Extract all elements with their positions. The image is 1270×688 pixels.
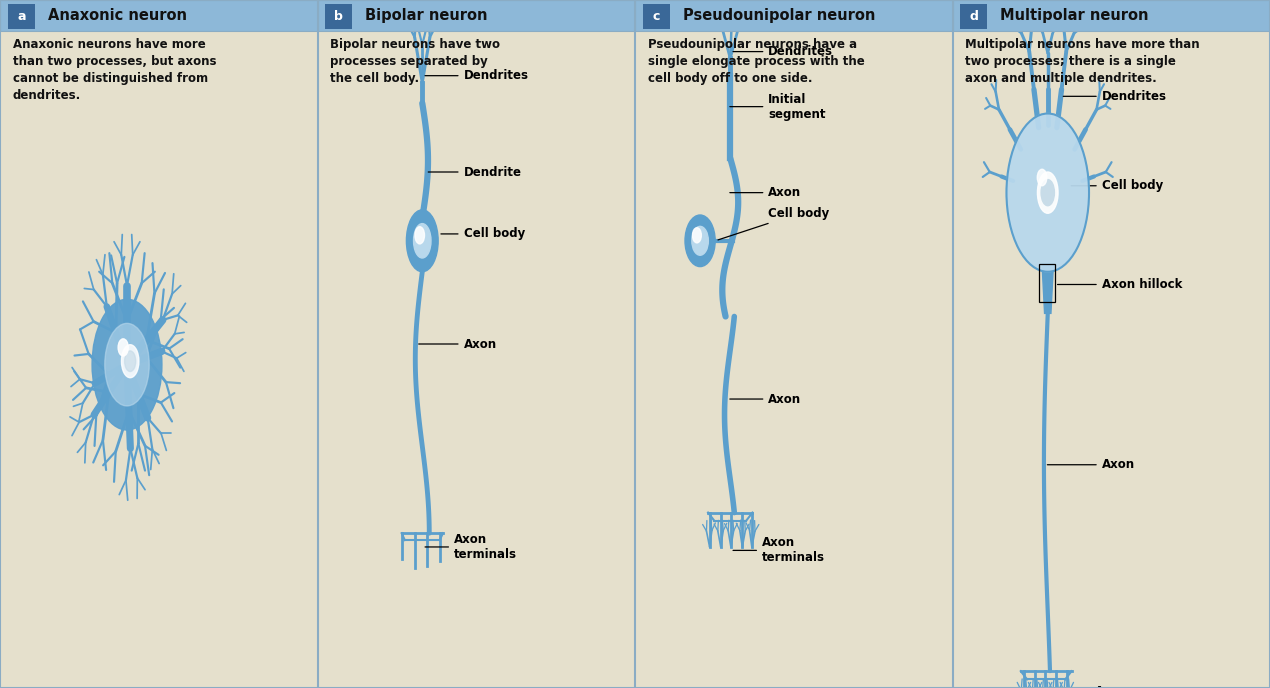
Text: Axon
terminals: Axon terminals [733,537,826,564]
FancyBboxPatch shape [635,0,952,31]
Ellipse shape [406,210,438,272]
Ellipse shape [124,351,136,372]
Text: Anaxonic neurons have more
than two processes, but axons
cannot be distinguished: Anaxonic neurons have more than two proc… [13,38,216,102]
Text: Bipolar neuron: Bipolar neuron [366,8,488,23]
Text: a: a [17,10,25,23]
Text: Dendrites: Dendrites [1063,90,1167,103]
Text: Pseudounipolar neuron: Pseudounipolar neuron [683,8,875,23]
Text: Cell body: Cell body [1071,180,1163,192]
Text: Axon
terminals: Axon terminals [425,533,517,561]
Text: Axon hillock: Axon hillock [1058,278,1182,291]
Text: Dendrite: Dendrite [428,166,522,178]
Text: c: c [653,10,660,23]
Ellipse shape [692,228,701,243]
Text: Anaxonic neuron: Anaxonic neuron [48,8,187,23]
Text: Multipolar neurons have more than
two processes; there is a single
axon and mult: Multipolar neurons have more than two pr… [965,38,1200,85]
Ellipse shape [118,338,128,356]
Text: Axon
terminals: Axon terminals [1060,685,1158,688]
Text: Initial
segment: Initial segment [730,93,826,120]
Text: Axon: Axon [730,393,801,405]
Ellipse shape [1038,172,1058,213]
Text: Bipolar neurons have two
processes separated by
the cell body.: Bipolar neurons have two processes separ… [330,38,500,85]
Text: Cell body: Cell body [718,207,829,240]
Text: Dendrites: Dendrites [425,69,528,82]
FancyBboxPatch shape [643,4,671,29]
Text: d: d [969,10,978,23]
FancyBboxPatch shape [8,4,36,29]
Ellipse shape [1041,180,1054,206]
Ellipse shape [104,323,150,406]
Text: Multipolar neuron: Multipolar neuron [1001,8,1148,23]
FancyBboxPatch shape [0,0,318,31]
Text: Cell body: Cell body [441,228,525,240]
Ellipse shape [91,299,163,430]
Ellipse shape [1006,114,1090,272]
Text: b: b [334,10,343,23]
Ellipse shape [122,345,138,378]
Text: Pseudounipolar neurons have a
single elongate process with the
cell body off to : Pseudounipolar neurons have a single elo… [648,38,865,85]
Ellipse shape [685,215,715,267]
FancyBboxPatch shape [952,0,1270,31]
Polygon shape [1041,264,1053,314]
Text: Axon: Axon [1048,458,1135,471]
FancyBboxPatch shape [325,4,353,29]
FancyBboxPatch shape [318,0,635,31]
Ellipse shape [1038,169,1046,186]
Text: Dendrites: Dendrites [733,45,833,58]
Text: Axon: Axon [730,186,801,199]
Ellipse shape [414,224,431,258]
Ellipse shape [415,227,424,244]
Ellipse shape [692,226,709,255]
Bar [1039,264,1054,302]
FancyBboxPatch shape [960,4,988,29]
Text: Axon: Axon [419,338,497,350]
